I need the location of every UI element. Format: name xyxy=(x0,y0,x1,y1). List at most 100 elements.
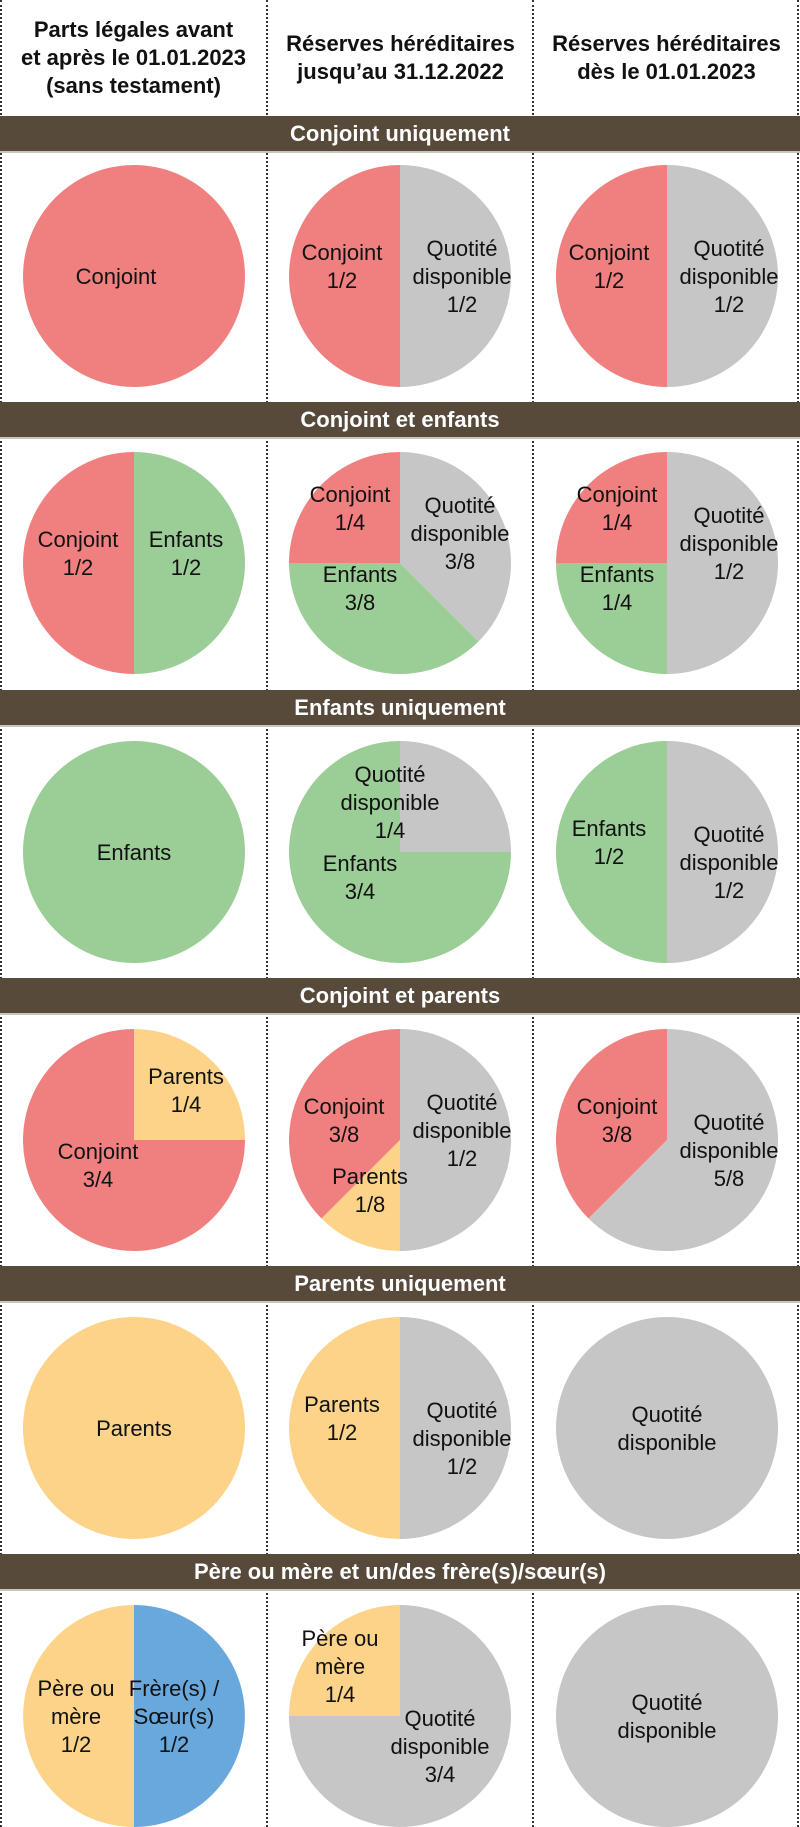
slice-label-line: 1/2 xyxy=(327,1420,358,1445)
slice-label: Quotité disponible 1/2 xyxy=(679,822,778,903)
slice-label: Quotité disponible 3/8 xyxy=(410,493,509,574)
column-header-label: Parts légales avant et après le 01.01.20… xyxy=(20,17,247,98)
slice-label-line: Quotité xyxy=(694,822,765,847)
slice-label-line: 1/2 xyxy=(714,559,745,584)
slice-label: Conjoint 1/2 xyxy=(569,240,650,293)
slice-label-line: disponible xyxy=(679,531,778,556)
slice-label: Enfants 1/4 xyxy=(580,562,655,615)
slice-label-line: 5/8 xyxy=(714,1166,745,1191)
slice-label: Quotité disponible xyxy=(617,1402,716,1455)
slice-label-line: Quotité xyxy=(427,236,498,261)
slice-label-line: disponible xyxy=(679,264,778,289)
slice-label: Quotité disponible 1/4 xyxy=(340,762,439,843)
slice-label-line: Quotité xyxy=(355,762,426,787)
pie-slice-enfants xyxy=(289,563,479,674)
slice-label-line: 1/2 xyxy=(594,268,625,293)
pie-slice-conjoint xyxy=(556,452,667,563)
slice-label-line: Sœur(s) xyxy=(134,1704,215,1729)
pie-slice-p-re-ou-m-re xyxy=(23,1605,134,1827)
slice-label: Quotité disponible 3/4 xyxy=(390,1706,489,1787)
slice-label-line: Conjoint xyxy=(76,264,157,289)
slice-label: Quotité disponible xyxy=(617,1690,716,1743)
column-divider xyxy=(532,0,534,1827)
slice-label: Conjoint xyxy=(76,264,157,289)
slice-label-line: 1/2 xyxy=(447,292,478,317)
slice-label: Quotité disponible 1/2 xyxy=(412,236,511,317)
slice-label-line: Enfants xyxy=(323,851,398,876)
pie-slice-conjoint xyxy=(556,1029,667,1219)
pie-slice-quotit-disponible xyxy=(400,1317,511,1539)
slice-label-line: 3/8 xyxy=(445,549,476,574)
column-header-label: Réserves héréditaires jusqu’au 31.12.202… xyxy=(286,31,515,84)
column-header-label: Réserves héréditaires dès le 01.01.2023 xyxy=(552,31,781,84)
pie-slice-conjoint xyxy=(23,1029,245,1251)
slice-label-line: disponible xyxy=(412,1118,511,1143)
pie-slice-enfants xyxy=(556,741,667,963)
slice-label-line: Quotité xyxy=(425,493,496,518)
slice-label: Enfants 1/2 xyxy=(572,816,647,869)
pie-slice-p-re-ou-m-re xyxy=(289,1605,400,1716)
slice-label-line: 1/2 xyxy=(327,268,358,293)
slice-label-line: 3/4 xyxy=(425,1762,456,1787)
slice-label-line: 1/2 xyxy=(171,555,202,580)
slice-label-line: Enfants xyxy=(149,527,224,552)
pie-slice-quotit-disponible xyxy=(400,741,511,852)
pie-slice-fr-re-s-s-ur-s- xyxy=(134,1605,245,1827)
slice-label-line: Père ou xyxy=(37,1676,114,1701)
slice-label: Père ou mère 1/2 xyxy=(37,1676,114,1757)
column-header-legal-shares: Parts légales avant et après le 01.01.20… xyxy=(0,0,267,116)
slice-label: Enfants 1/2 xyxy=(149,527,224,580)
section-band: Conjoint et parents xyxy=(0,978,800,1015)
slice-label: Quotité disponible 1/2 xyxy=(412,1090,511,1171)
slice-label-line: disponible xyxy=(410,521,509,546)
slice-label-line: 1/4 xyxy=(335,510,366,535)
slice-label-line: Quotité xyxy=(694,503,765,528)
slice-label-line: Conjoint xyxy=(577,1094,658,1119)
slice-label-line: disponible xyxy=(412,1426,511,1451)
slice-label-line: 1/4 xyxy=(602,590,633,615)
slice-label-line: Conjoint xyxy=(304,1094,385,1119)
slice-label: Parents 1/8 xyxy=(332,1164,408,1217)
slice-label: Enfants xyxy=(97,840,172,865)
slice-label-line: 1/4 xyxy=(171,1092,202,1117)
slice-label-line: 3/4 xyxy=(345,879,376,904)
slice-label-line: 1/2 xyxy=(714,292,745,317)
slice-label: Quotité disponible 1/2 xyxy=(412,1398,511,1479)
slice-label: Conjoint 3/8 xyxy=(304,1094,385,1147)
slice-label-line: Enfants xyxy=(580,562,655,587)
slice-label-line: 1/2 xyxy=(159,1732,190,1757)
slice-label-line: Enfants xyxy=(572,816,647,841)
pie-slice-quotit-disponible xyxy=(588,1029,778,1251)
slice-label: Quotité disponible 1/2 xyxy=(679,236,778,317)
slice-label: Père ou mère 1/4 xyxy=(301,1626,378,1707)
column-divider xyxy=(266,0,268,1827)
pie-slice-quotit-disponible xyxy=(667,165,778,387)
slice-label-line: Conjoint xyxy=(569,240,650,265)
slice-label: Quotité disponible 1/2 xyxy=(679,503,778,584)
pie-slice-quotit-disponible xyxy=(400,1029,511,1251)
slice-label: Conjoint 1/4 xyxy=(577,482,658,535)
slice-label-line: Conjoint xyxy=(38,527,119,552)
pie-slice-conjoint xyxy=(23,452,134,674)
slice-label-line: disponible xyxy=(340,790,439,815)
section-band: Père ou mère et un/des frère(s)/sœur(s) xyxy=(0,1554,800,1591)
slice-label-line: 1/4 xyxy=(325,1682,356,1707)
slice-label: Parents xyxy=(96,1416,172,1441)
slice-label-line: Enfants xyxy=(97,840,172,865)
slice-label-line: Quotité xyxy=(427,1398,498,1423)
slice-label-line: 3/8 xyxy=(329,1122,360,1147)
slice-label: Frère(s) / Sœur(s) 1/2 xyxy=(129,1676,220,1757)
slice-label-line: Parents xyxy=(304,1392,380,1417)
pie-slice-quotit-disponible xyxy=(400,452,511,642)
slice-label: Conjoint 3/4 xyxy=(58,1139,139,1192)
slice-label: Conjoint 3/8 xyxy=(577,1094,658,1147)
pie-slice-quotit-disponible xyxy=(400,165,511,387)
slice-label-line: 1/2 xyxy=(594,844,625,869)
column-divider xyxy=(0,0,2,1827)
section-band: Parents uniquement xyxy=(0,1266,800,1303)
slice-label-line: Parents xyxy=(148,1064,224,1089)
slice-label-line: Conjoint xyxy=(577,482,658,507)
pie-slice-conjoint xyxy=(289,165,400,387)
slice-label-line: 1/8 xyxy=(355,1192,386,1217)
